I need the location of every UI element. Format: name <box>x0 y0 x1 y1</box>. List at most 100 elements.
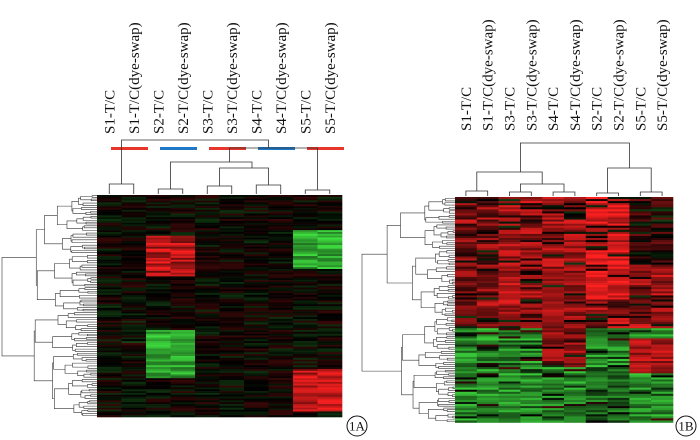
panel-1a-heatmap-cell <box>97 213 122 216</box>
panel-1b-heatmap-cell <box>520 256 543 259</box>
panel-1b-heatmap-cell <box>520 365 543 368</box>
panel-1a-heatmap-cell <box>219 383 245 386</box>
panel-1a-heatmap-cell <box>195 283 220 286</box>
panel-1b-row-dendrogram-branch <box>413 374 437 388</box>
panel-1a-heatmap-cell <box>268 378 294 381</box>
panel-1b-heatmap-cell <box>520 399 543 403</box>
panel-1a-heatmap-cell <box>97 315 122 318</box>
panel-1a-heatmap-cell <box>97 322 122 325</box>
panel-1b-heatmap-cell <box>520 307 543 311</box>
panel-1a-heatmap-cell <box>293 269 318 272</box>
panel-1a-heatmap-cell <box>195 287 220 290</box>
panel-1b-heatmap-cell <box>607 235 630 239</box>
panel-1b-heatmap-cell <box>651 268 674 272</box>
panel-1b-heatmap-cell <box>564 342 587 345</box>
panel-1a-heatmap-cell <box>293 415 318 418</box>
panel-1a-heatmap-cell <box>219 267 245 270</box>
panel-1b-heatmap-cell <box>629 268 652 272</box>
panel-1a-heatmap-cell <box>121 198 147 201</box>
panel-1a-heatmap-cell <box>170 400 196 403</box>
panel-1a-heatmap-cell <box>170 361 196 364</box>
panel-1a-heatmap-cell <box>244 346 269 349</box>
panel-1b-heatmap-cell <box>498 361 521 364</box>
panel-1b-heatmap-cell <box>607 317 630 321</box>
panel-1a-heatmap-cell <box>146 202 171 205</box>
panel-1b-row-dendrogram-branch <box>444 339 455 343</box>
panel-1a-heatmap-cell <box>293 348 318 351</box>
panel-1a-heatmap-cell <box>219 363 245 366</box>
panel-1b-row-dendrogram-branch <box>446 357 455 361</box>
panel-1b-heatmap-cell <box>607 240 630 243</box>
panel-1a-heatmap-cell <box>293 209 318 212</box>
panel-1a-heatmap-cell <box>121 254 147 257</box>
panel-1a-heatmap-cell <box>244 224 269 227</box>
panel-1a-heatmap-cell <box>244 387 269 390</box>
panel-1a-row-dendrogram-branch <box>81 207 97 210</box>
panel-1a-heatmap-cell <box>97 367 122 370</box>
panel-1b-heatmap-cell <box>607 393 630 397</box>
panel-1a-heatmap-cell <box>244 293 269 296</box>
panel-1a-heatmap-cell <box>268 263 294 266</box>
panel-1a-heatmap-cell <box>121 302 147 305</box>
panel-1a-heatmap-cell <box>268 274 294 277</box>
panel-1a-heatmap-cell <box>121 237 147 240</box>
panel-1a-heatmap-cell <box>317 265 343 268</box>
panel-1b-heatmap-cell <box>476 301 499 304</box>
panel-1b-heatmap-cell <box>585 295 608 298</box>
panel-1a-row-dendrogram-branch <box>65 320 77 328</box>
panel-1b-heatmap-cell <box>520 215 543 218</box>
panel-1b-heatmap-cell <box>455 320 478 323</box>
panel-1a-heatmap-cell <box>219 276 245 279</box>
panel-1a-heatmap-cell <box>97 324 122 327</box>
panel-1a-row-dendrogram-branch <box>79 300 84 306</box>
panel-1b-heatmap-cell <box>476 356 499 360</box>
panel-1a-heatmap-cell <box>317 215 343 218</box>
panel-1a-heatmap-cell <box>268 213 294 216</box>
panel-1a-heatmap-cell <box>97 318 122 322</box>
panel-1b-heatmap-cell <box>498 203 521 206</box>
panel-1b-heatmap-cell <box>476 354 499 358</box>
panel-1b-heatmap-cell <box>520 297 543 300</box>
panel-1b-heatmap-cell <box>629 356 652 360</box>
panel-1a-heatmap-cell <box>244 396 269 399</box>
panel-1b-heatmap-cell <box>651 250 674 253</box>
panel-1b-heatmap-cell <box>629 262 652 265</box>
panel-1a-heatmap-cell <box>146 385 171 388</box>
panel-1a-heatmap-cell <box>170 383 196 386</box>
panel-1b-heatmap-cell <box>607 197 630 200</box>
panel-1a-heatmap-cell <box>146 265 171 268</box>
panel-1b-heatmap-cell <box>607 383 630 386</box>
panel-1b-heatmap-cell <box>585 209 608 212</box>
panel-1b-heatmap-cell <box>498 344 521 347</box>
panel-1a-heatmap-cell <box>317 232 343 235</box>
panel-1b-heatmap-cell <box>498 387 521 390</box>
panel-1a-heatmap-cell <box>317 407 343 410</box>
panel-1b-heatmap-cell <box>476 418 499 421</box>
panel-1a-heatmap-cell <box>195 219 220 222</box>
panel-1a-heatmap-cell <box>121 289 147 292</box>
panel-1b-heatmap-cell <box>520 268 543 272</box>
panel-1a-heatmap-cell <box>195 354 220 357</box>
panel-1a-heatmap-cell <box>195 394 220 397</box>
panel-1a-heatmap-cell <box>146 407 171 410</box>
panel-1b-row-dendrogram-branch <box>418 354 436 366</box>
panel-1a-heatmap-cell <box>121 241 147 244</box>
panel-1a-heatmap-cell <box>219 411 245 414</box>
panel-1a-heatmap-cell <box>244 289 269 292</box>
panel-1b-heatmap-cell <box>455 235 478 239</box>
panel-1a-heatmap-cell <box>146 232 171 235</box>
panel-1b-heatmap-cell <box>651 385 674 388</box>
panel-1a-row-dendrogram-branch <box>85 273 97 277</box>
panel-1b-heatmap-cell <box>476 215 499 218</box>
panel-1a-heatmap-cell <box>317 330 343 333</box>
panel-1a-row-dendrogram-branch <box>85 359 97 362</box>
panel-1b-heatmap-cell <box>564 299 587 302</box>
panel-1a-row-dendrogram-branch <box>78 332 97 336</box>
panel-1b-heatmap-cell <box>498 322 521 325</box>
panel-1b-heatmap-cell <box>651 209 674 212</box>
panel-1a-pair-bar <box>307 147 344 150</box>
panel-1b-heatmap-cell <box>585 412 608 415</box>
panel-1b-heatmap-cell <box>607 414 630 417</box>
panel-1b-heatmap-cell <box>564 276 587 280</box>
panel-1b-heatmap-cell <box>607 309 630 313</box>
